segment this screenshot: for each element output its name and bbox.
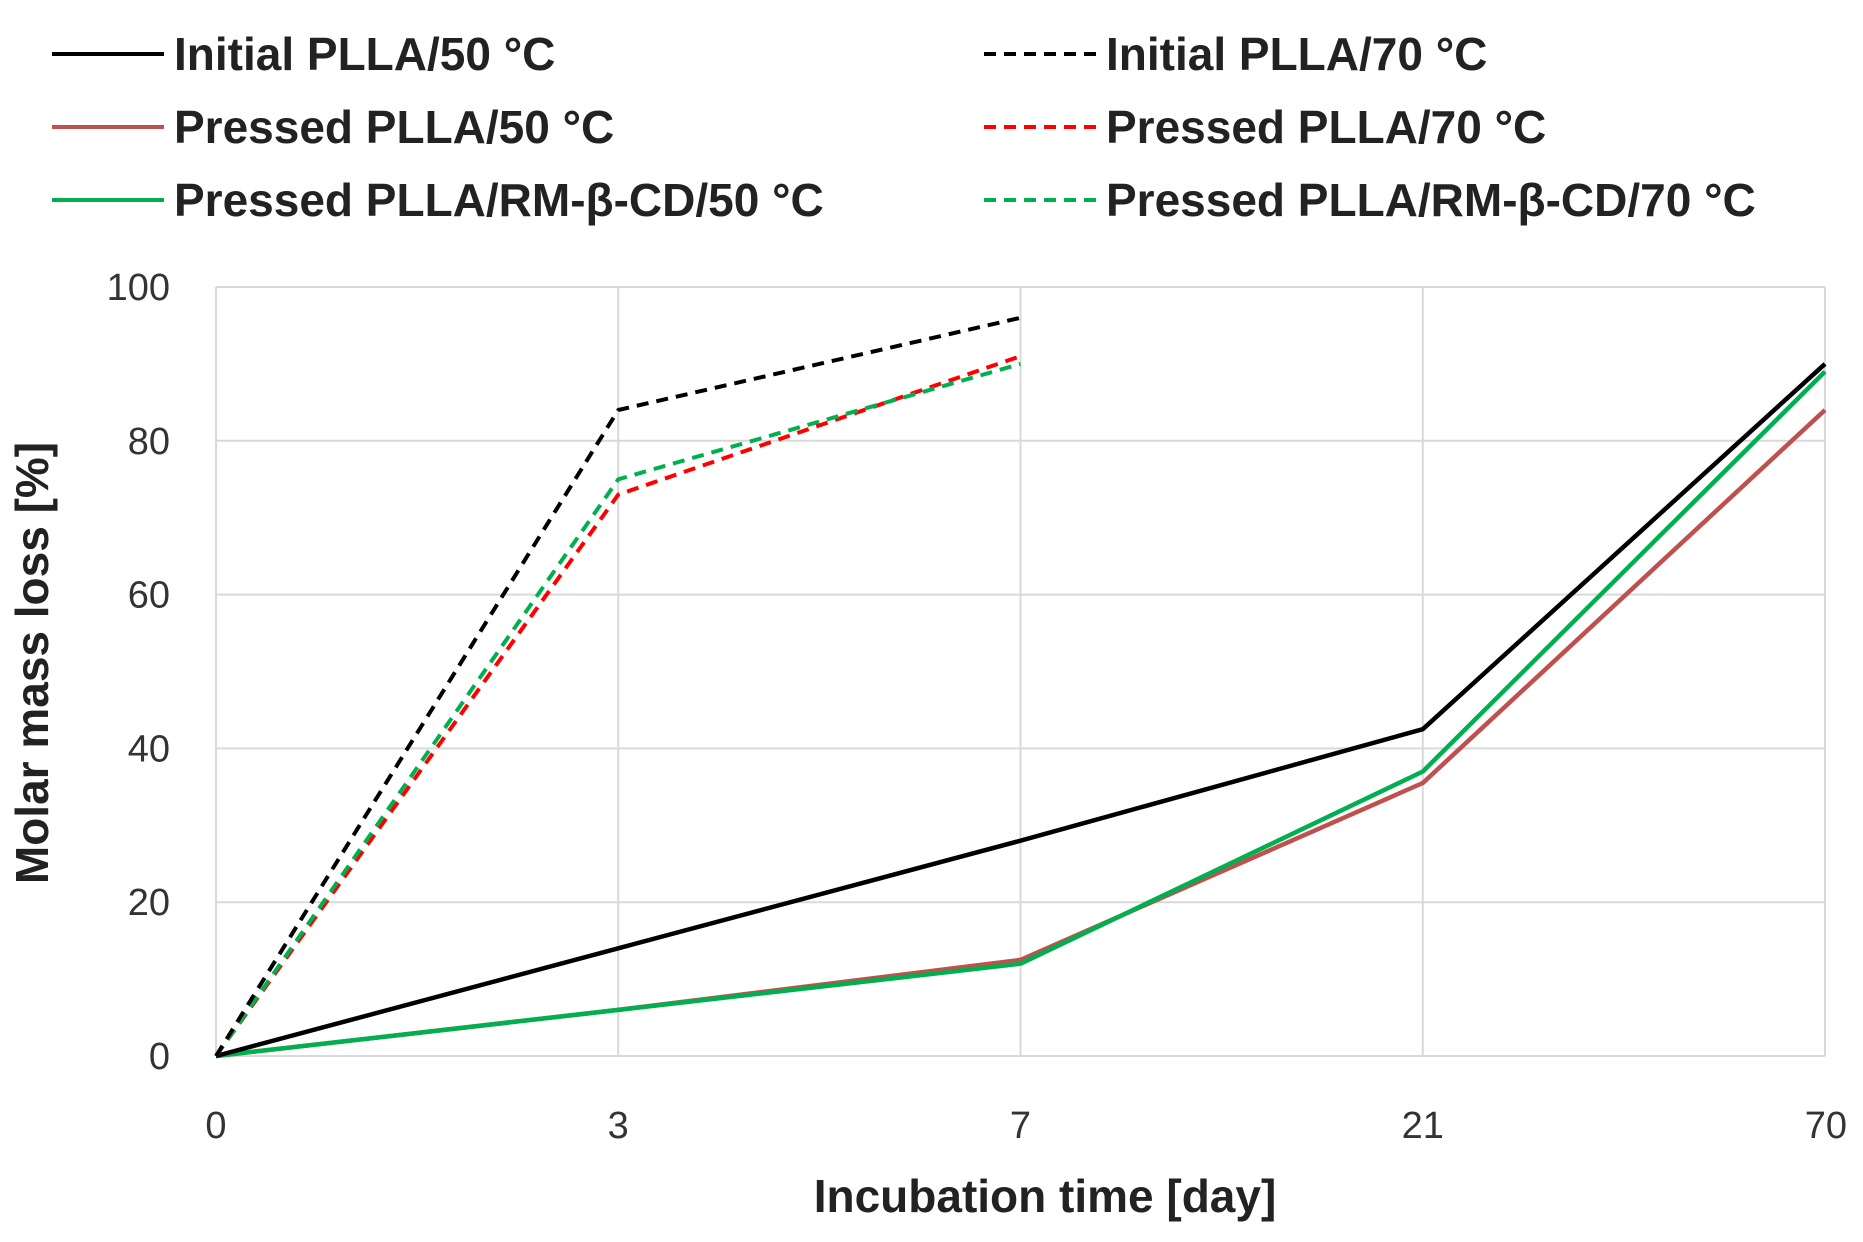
series-line-6 — [214, 361, 1022, 1058]
y-axis-title: Molar mass loss [%] — [6, 442, 58, 884]
legend: Initial PLLA/50 °C Initial PLLA/70 °C Pres… — [52, 28, 1756, 226]
y-tick-label: 80 — [128, 421, 170, 463]
series-line-5 — [215, 370, 1827, 1059]
x-tick-label: 7 — [1010, 1105, 1031, 1147]
x-tick-label: 0 — [205, 1105, 226, 1147]
gridlines — [215, 286, 1826, 1057]
x-tick-label: 3 — [608, 1105, 629, 1147]
x-axis-title: Incubation time [day] — [814, 1170, 1277, 1222]
legend-label: Pressed PLLA/RM-β-CD/50 °C — [174, 174, 824, 226]
series-lines — [214, 315, 1827, 1059]
legend-label: Pressed PLLA/70 °C — [1106, 101, 1546, 153]
legend-label: Initial PLLA/50 °C — [174, 28, 555, 80]
y-axis-ticks: 0 20 40 60 80 100 — [107, 267, 170, 1078]
series-line-4 — [214, 354, 1022, 1058]
y-tick-label: 40 — [128, 728, 170, 770]
x-axis-ticks: 0 3 7 21 70 — [205, 1105, 1847, 1147]
y-tick-label: 0 — [149, 1036, 170, 1078]
legend-label: Pressed PLLA/RM-β-CD/70 °C — [1106, 174, 1756, 226]
y-tick-label: 100 — [107, 267, 170, 309]
series-line-2 — [214, 315, 1021, 1058]
x-tick-label: 21 — [1402, 1105, 1444, 1147]
y-tick-label: 20 — [128, 882, 170, 924]
legend-label: Initial PLLA/70 °C — [1106, 28, 1487, 80]
legend-label: Pressed PLLA/50 °C — [174, 101, 614, 153]
series-line-1 — [215, 362, 1827, 1059]
x-tick-label: 70 — [1805, 1105, 1847, 1147]
y-tick-label: 60 — [128, 575, 170, 617]
